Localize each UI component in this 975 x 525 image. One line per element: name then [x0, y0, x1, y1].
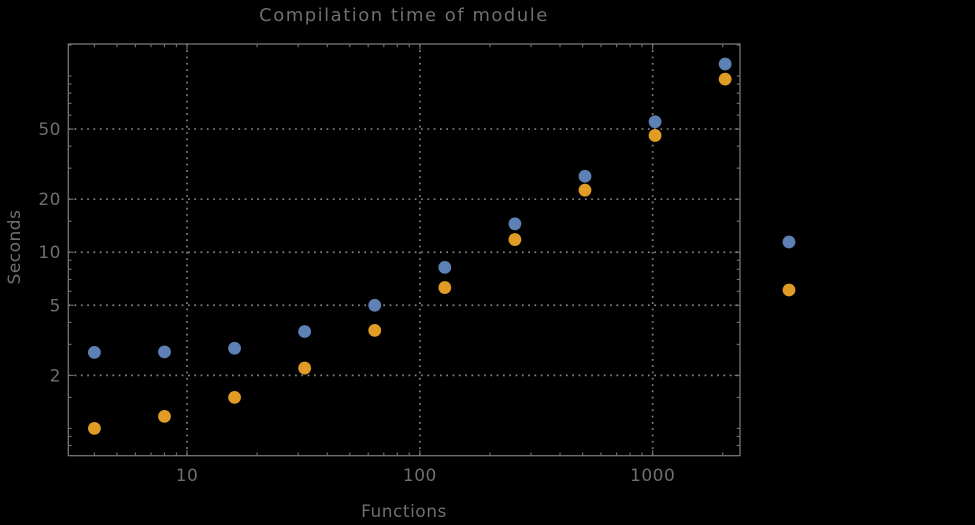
data-point-series-orange — [578, 183, 592, 197]
y-tick-label: 50 — [38, 120, 61, 140]
legend-marker-blue — [782, 235, 796, 249]
y-tick-label: 2 — [50, 366, 61, 386]
data-point-series-blue — [298, 325, 312, 338]
x-tick-label: 100 — [403, 466, 437, 486]
data-point-series-blue — [87, 346, 101, 359]
y-tick-label: 20 — [38, 190, 61, 210]
y-tick-label: 10 — [38, 243, 61, 263]
data-point-series-orange — [508, 233, 522, 246]
y-axis-label: Seconds — [5, 209, 25, 285]
data-point-series-orange — [648, 129, 662, 142]
data-point-series-orange — [87, 422, 101, 435]
data-point-series-blue — [438, 261, 452, 274]
y-tick-label: 5 — [50, 296, 61, 316]
chart-title: Compilation time of module — [259, 5, 549, 26]
data-point-series-blue — [718, 57, 732, 71]
data-point-series-orange — [298, 361, 312, 375]
x-axis-label: Functions — [361, 502, 447, 522]
data-point-series-orange — [228, 390, 241, 404]
data-point-series-blue — [508, 217, 522, 231]
data-point-series-blue — [368, 298, 382, 312]
x-tick-label: 10 — [176, 466, 199, 486]
plot-frame — [67, 43, 741, 457]
data-point-series-orange — [368, 323, 382, 337]
x-tick-label: 1000 — [630, 466, 675, 486]
data-point-series-blue — [578, 169, 592, 183]
data-point-series-orange — [438, 281, 452, 294]
data-point-series-orange — [718, 72, 732, 86]
data-point-series-blue — [158, 345, 171, 359]
legend-marker-orange — [782, 283, 796, 297]
data-point-series-orange — [158, 409, 171, 423]
data-point-series-blue — [228, 341, 241, 355]
data-point-series-blue — [648, 115, 662, 129]
